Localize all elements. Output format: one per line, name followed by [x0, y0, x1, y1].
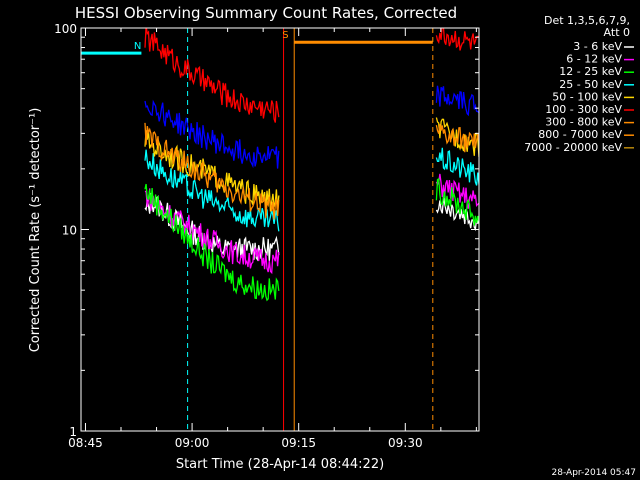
chart-title: HESSI Observing Summary Count Rates, Cor…: [75, 4, 457, 22]
legend-header-attenuator: Att 0: [604, 26, 630, 39]
x-tick-label-3: 09:30: [388, 436, 423, 450]
legend-header-detectors: Det 1,3,5,6,7,9,: [544, 14, 630, 27]
y-axis: 1 10 100: [54, 22, 479, 439]
y-tick-label-2: 100: [54, 22, 77, 36]
series-line-3: [144, 147, 479, 232]
legend-label-1: 6 - 12 keV: [566, 53, 622, 66]
y-tick-label-0: 1: [69, 425, 77, 439]
legend-label-8: 7000 - 20000 keV: [524, 141, 622, 154]
x-tick-label-2: 09:15: [281, 436, 316, 450]
legend-label-7: 800 - 7000 keV: [538, 128, 622, 141]
legend-label-5: 100 - 300 keV: [545, 103, 622, 116]
series-line-5: [144, 28, 479, 123]
x-axis: 08:45 09:00 09:15 09:30: [68, 28, 477, 450]
legend-label-4: 50 - 100 keV: [552, 90, 622, 103]
x-axis-label: Start Time (28-Apr-14 08:44:22): [176, 457, 384, 472]
legend-label-2: 12 - 25 keV: [559, 65, 622, 78]
y-tick-label-1: 10: [62, 224, 77, 238]
legend-label-3: 25 - 50 keV: [559, 78, 622, 91]
series-line-6: [144, 122, 479, 220]
legend-label-6: 300 - 800 keV: [545, 116, 622, 129]
x-tick-label-0: 08:45: [68, 436, 103, 450]
legend-label-0: 3 - 6 keV: [573, 40, 622, 53]
flag-label-n: N: [134, 41, 141, 52]
y-axis-label: Corrected Count Rate (s⁻¹ detector⁻¹): [28, 108, 43, 353]
timestamp: 28-Apr-2014 05:47: [552, 468, 636, 478]
series-line-1: [144, 173, 479, 275]
series-line-9: [144, 85, 479, 169]
plot-area: NS: [81, 28, 479, 431]
x-tick-label-1: 09:00: [175, 436, 210, 450]
series-line-2: [144, 177, 479, 302]
flag-label-s: S: [282, 30, 288, 41]
series-line-0: [144, 192, 479, 262]
